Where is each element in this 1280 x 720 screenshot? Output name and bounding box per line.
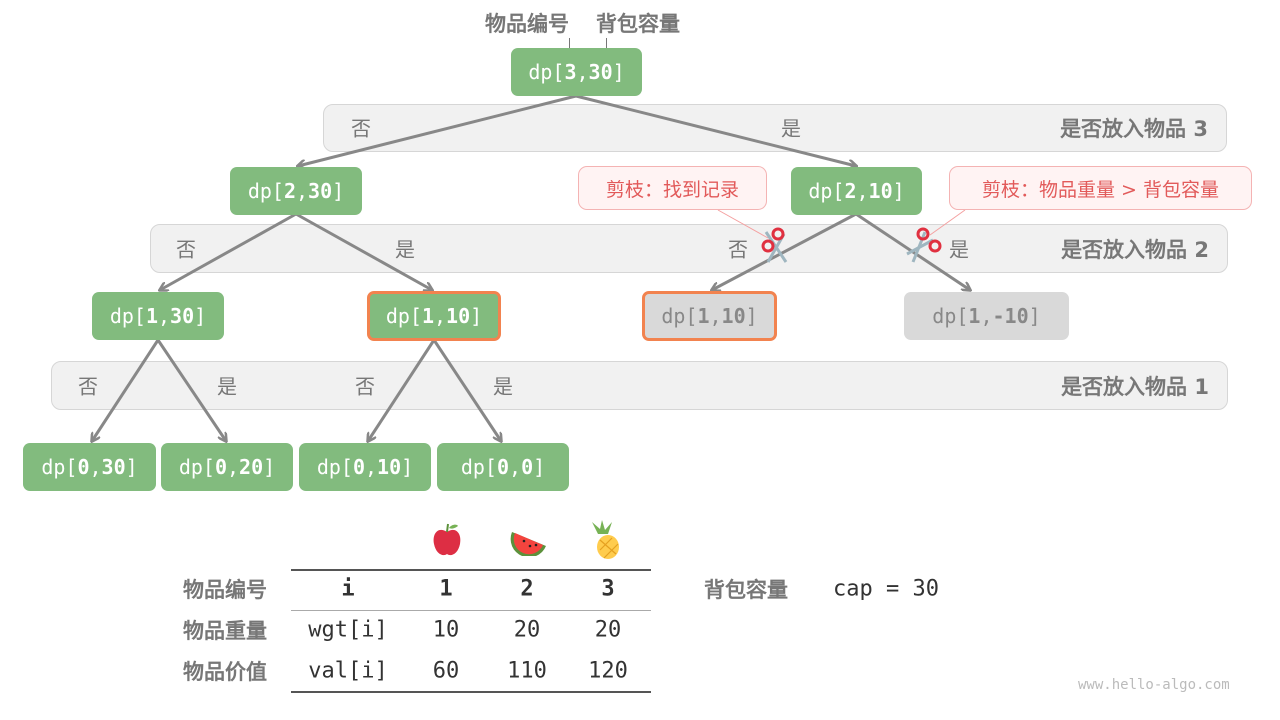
apple-icon (433, 523, 461, 556)
header-col-3: 3 (601, 576, 615, 602)
row-label-value: 物品价值 (183, 660, 267, 684)
decision-band-item-1: 是否放入物品 1 (51, 361, 1228, 410)
table-bottom-rule (291, 691, 651, 693)
watermelon-icon (510, 532, 546, 556)
table-top-rule (291, 569, 651, 571)
branch-no: 否 (355, 374, 375, 399)
cell: 20 (513, 617, 541, 643)
branch-yes: 是 (217, 374, 237, 399)
decision-band-item-3: 是否放入物品 3 (323, 104, 1227, 152)
row-key-weight: wgt[i] (308, 617, 388, 643)
edge (92, 339, 160, 441)
item-index-label: 物品编号 (485, 12, 569, 36)
node-dp-1-neg10-pruned: dp[1, -10] (904, 292, 1069, 340)
row-label-weight: 物品重量 (183, 619, 267, 643)
node-dp-2-30: dp[2, 30] (230, 167, 362, 215)
node-dp-0-10: dp[0, 10] (299, 443, 431, 491)
node-dp-1-10-pruned: dp[1, 10] (642, 291, 777, 341)
node-dp-3-30: dp[3, 30] (511, 48, 642, 96)
watermark: www.hello-algo.com (1078, 677, 1230, 693)
header-col-1: 1 (439, 576, 453, 602)
pointer-line (606, 38, 607, 57)
node-dp-2-10: dp[2, 10] (791, 167, 922, 215)
scissors-icon (761, 227, 788, 263)
edge (432, 339, 501, 441)
node-dp-1-10-highlighted: dp[1, 10] (367, 291, 501, 341)
cell: 60 (432, 658, 460, 684)
capacity-title: 背包容量 (704, 578, 788, 602)
branch-yes: 是 (493, 374, 513, 399)
edge (575, 94, 856, 166)
band-title: 是否放入物品 2 (1061, 237, 1209, 262)
node-dp-0-20: dp[0, 20] (161, 443, 293, 491)
capacity-value: cap = 30 (833, 576, 939, 602)
branch-no: 否 (78, 374, 98, 399)
edge (160, 212, 297, 290)
branch-yes: 是 (395, 237, 415, 262)
branch-no: 否 (351, 116, 371, 141)
cell: 120 (588, 658, 628, 684)
cell: 10 (432, 617, 460, 643)
callout-prune-overweight: 剪枝：物品重量 > 背包容量 (949, 166, 1252, 210)
edge (298, 94, 577, 166)
edge (295, 212, 432, 290)
pointer-line (569, 38, 570, 57)
band-title: 是否放入物品 3 (1060, 117, 1208, 141)
band-title: 是否放入物品 1 (1061, 374, 1209, 399)
edge (156, 339, 226, 441)
header-key: i (341, 576, 355, 602)
row-key-value: val[i] (308, 658, 388, 684)
callout-prune-found-record: 剪枝：找到记录 (578, 166, 767, 210)
row-label-item-index: 物品编号 (183, 578, 267, 602)
branch-yes: 是 (781, 116, 801, 141)
table-header-rule (291, 610, 651, 611)
edge (712, 212, 857, 290)
edge (368, 339, 436, 441)
node-dp-0-30: dp[0, 30] (23, 443, 156, 491)
cell: 110 (507, 658, 547, 684)
branch-no: 否 (728, 237, 748, 262)
cell: 20 (594, 617, 622, 643)
branch-yes: 是 (949, 237, 969, 262)
capacity-label: 背包容量 (596, 12, 680, 36)
node-dp-1-30: dp[1, 30] (92, 292, 224, 340)
scissors-icon (906, 227, 942, 263)
node-dp-0-0: dp[0, 0] (437, 443, 569, 491)
header-col-2: 2 (520, 576, 534, 602)
branch-no: 否 (176, 237, 196, 262)
pineapple-icon (592, 520, 619, 559)
